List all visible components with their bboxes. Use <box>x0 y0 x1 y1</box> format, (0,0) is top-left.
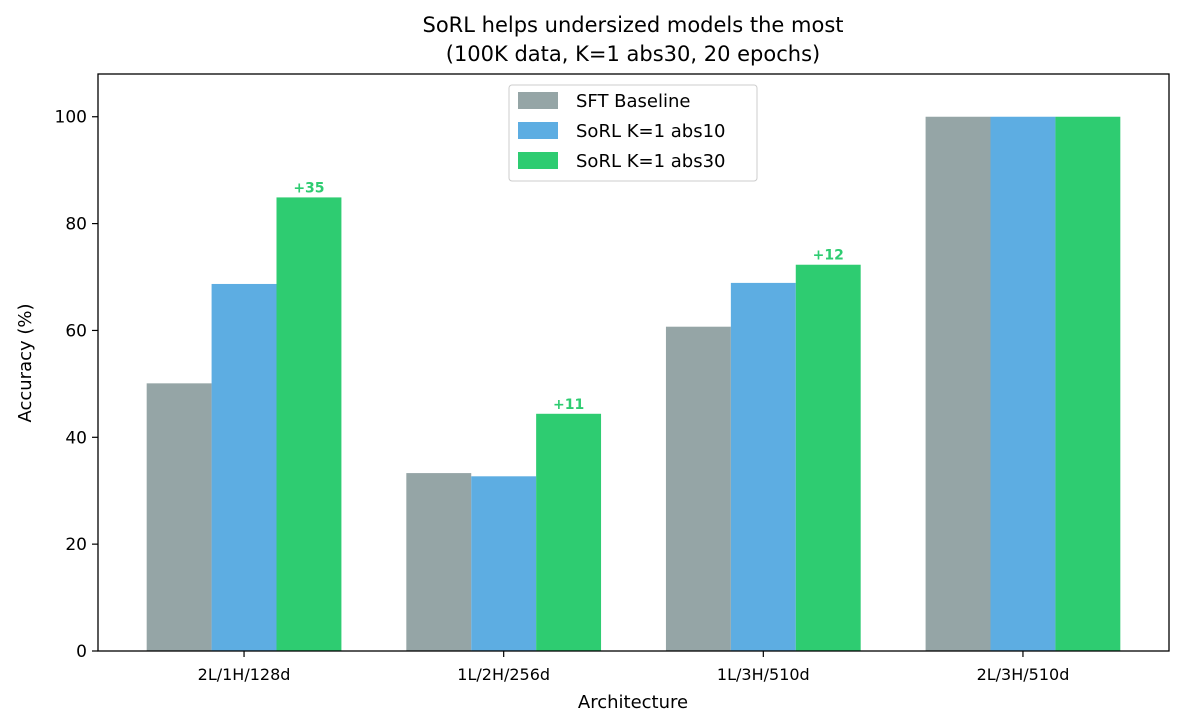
bar-sorl-k-1-abs10-2l-3h-510d <box>990 116 1056 652</box>
y-tick-label: 60 <box>65 321 87 341</box>
x-axis-label: Architecture <box>578 692 688 713</box>
x-tick-label: 2L/3H/510d <box>977 665 1070 684</box>
y-axis: 0 20 40 60 80 100 <box>55 108 98 662</box>
bar-sorl-k-1-abs10-1l-3h-510d <box>730 282 796 651</box>
legend-label-sorl-k-1-abs30: SoRL K=1 abs30 <box>576 151 726 172</box>
bar-sorl-k-1-abs30-2l-3h-510d <box>1055 116 1121 652</box>
annotation-1l-2h-256d: +11 <box>553 397 584 413</box>
legend-swatch-sft-baseline <box>518 92 558 109</box>
plot-frame <box>97 73 1170 652</box>
y-tick-label: 100 <box>55 108 87 128</box>
x-tick-label: 1L/3H/510d <box>717 665 810 684</box>
legend-swatch-sorl-k-1-abs30 <box>518 152 558 169</box>
x-axis: 2L/1H/128d 1L/2H/256d 1L/3H/510d 2L/3H/510d <box>198 651 1070 684</box>
annotation-2l-1h-128d: +35 <box>293 180 324 196</box>
legend-swatch-sorl-k-1-abs10 <box>518 122 558 139</box>
y-tick-label: 20 <box>65 535 87 555</box>
bar-sorl-k-1-abs30-1l-3h-510d <box>795 264 861 651</box>
bar-sorl-k-1-abs30-1l-2h-256d <box>536 413 602 651</box>
bar-annotations: +35 +11 +12 <box>293 180 843 412</box>
annotation-1l-3h-510d: +12 <box>813 248 844 264</box>
bar-sft-baseline-1l-2h-256d <box>406 473 472 651</box>
legend-box <box>508 84 758 182</box>
y-tick-label: 40 <box>65 428 87 448</box>
bar-sft-baseline-1l-3h-510d <box>665 326 731 651</box>
bar-sorl-k-1-abs30-2l-1h-128d <box>276 197 342 651</box>
legend-label-sft-baseline: SFT Baseline <box>576 91 691 112</box>
y-tick-label: 80 <box>65 215 87 235</box>
legend: SFT Baseline SoRL K=1 abs10 SoRL K=1 abs30 <box>508 84 758 182</box>
bar-sorl-k-1-abs10-2l-1h-128d <box>211 283 277 651</box>
bars-layer <box>146 116 1121 652</box>
x-tick-label: 1L/2H/256d <box>457 665 550 684</box>
chart-subtitle: (100K data, K=1 abs30, 20 epochs) <box>446 42 820 66</box>
x-tick-label: 2L/1H/128d <box>198 665 291 684</box>
bar-sft-baseline-2l-1h-128d <box>146 383 212 651</box>
bar-sorl-k-1-abs10-1l-2h-256d <box>471 476 537 651</box>
y-axis-label: Accuracy (%) <box>15 303 36 422</box>
legend-label-sorl-k-1-abs10: SoRL K=1 abs10 <box>576 121 726 142</box>
chart-title: SoRL helps undersized models the most <box>422 13 843 37</box>
bar-sft-baseline-2l-3h-510d <box>925 116 991 652</box>
y-tick-label: 0 <box>76 642 87 662</box>
